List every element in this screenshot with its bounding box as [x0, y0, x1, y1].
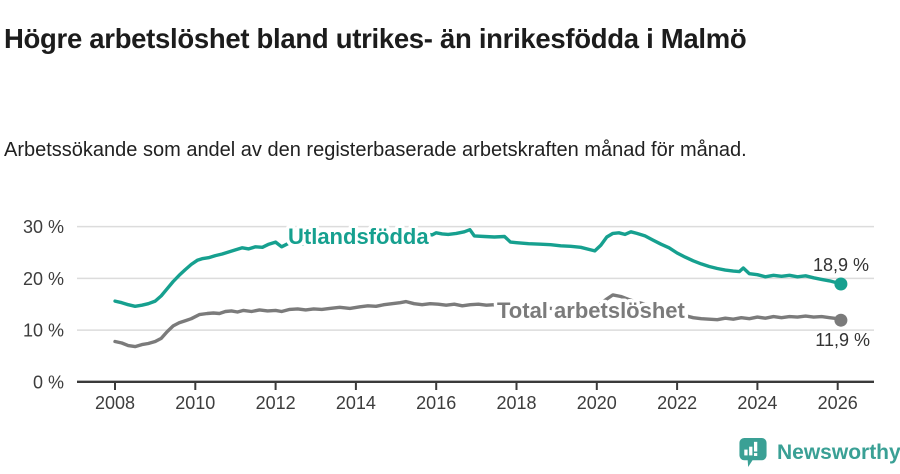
x-tick-label: 2018	[496, 393, 536, 413]
line-chart: 0 % 10 % 20 % 30 % 2008 2010 2012 2014 2016 2018 2…	[23, 217, 874, 413]
x-tick-label: 2020	[577, 393, 617, 413]
x-tick-label: 2024	[737, 393, 777, 413]
end-dot-total	[834, 313, 848, 327]
end-value-label-total: 11,9 %	[815, 330, 870, 350]
chart-subtitle: Arbetssökande som andel av den registerb…	[4, 139, 747, 161]
brand-name: Newsworthy	[777, 440, 900, 464]
series-line-total	[113, 293, 843, 349]
end-value-label-utlandsfodda: 18,9 %	[813, 255, 869, 275]
series-line-utlandsfodda	[113, 227, 843, 308]
brand-footer: Newsworthy	[738, 437, 900, 468]
y-tick-label: 30 %	[23, 217, 64, 237]
x-tick-label: 2026	[818, 393, 858, 413]
x-tick-label: 2012	[256, 393, 296, 413]
y-tick-label: 20 %	[23, 269, 64, 289]
x-tick-label: 2010	[175, 393, 215, 413]
series-label-total: Total arbetslöshet	[497, 298, 686, 323]
x-tick-label: 2022	[657, 393, 697, 413]
y-tick-label: 0 %	[33, 372, 64, 392]
end-dot-utlandsfodda	[834, 277, 848, 291]
series-label-utlandsfodda: Utlandsfödda	[288, 224, 429, 249]
page-title: Högre arbetslöshet bland utrikes- än inr…	[4, 23, 747, 55]
newsworthy-logo-icon	[739, 437, 767, 468]
x-tick-label: 2014	[336, 393, 376, 413]
y-tick-label: 10 %	[23, 321, 64, 341]
x-tick-label: 2016	[416, 393, 456, 413]
x-tick-label: 2008	[95, 393, 135, 413]
